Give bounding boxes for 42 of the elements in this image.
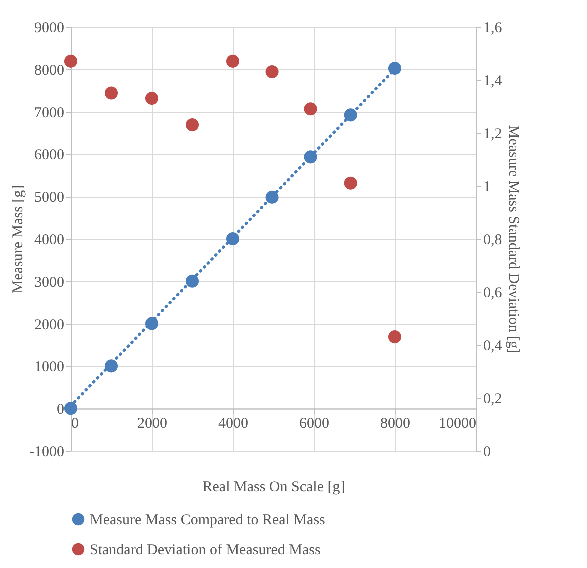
x-tick-label: 2000 bbox=[138, 416, 168, 432]
y-axis-title: Measure Mass [g] bbox=[10, 185, 27, 294]
point bbox=[64, 402, 78, 416]
legend-label: Measure Mass Compared to Real Mass bbox=[90, 512, 326, 528]
y2-tick-label: 0,8 bbox=[484, 232, 502, 248]
y2-tick-label: 0 bbox=[484, 444, 491, 460]
y-tick-label: 7000 bbox=[34, 105, 64, 122]
y-tick-label: 6000 bbox=[34, 148, 64, 164]
point bbox=[64, 54, 78, 68]
point bbox=[304, 102, 318, 116]
legend-label: Standard Deviation of Measured Mass bbox=[90, 542, 321, 558]
x-tick-label: 4000 bbox=[218, 416, 248, 432]
point bbox=[344, 176, 358, 190]
x-tick-label: 8000 bbox=[380, 416, 410, 432]
point bbox=[388, 62, 402, 76]
y2-tick-label: 1 bbox=[484, 180, 491, 196]
point bbox=[226, 54, 240, 68]
y2-tick-label: 1,2 bbox=[484, 126, 502, 142]
y-tick-label: 8000 bbox=[34, 62, 64, 79]
point bbox=[266, 66, 279, 79]
y-tick-label: -1000 bbox=[30, 444, 64, 460]
x-tick-label: 6000 bbox=[300, 416, 330, 432]
y2-tick-label: 1,6 bbox=[484, 20, 503, 36]
y-tick-label: 0 bbox=[57, 402, 64, 418]
y2-tick-label: 0,4 bbox=[484, 338, 503, 354]
point bbox=[388, 330, 402, 344]
y-tick-label: 1000 bbox=[34, 360, 64, 376]
y-tick-label: 4000 bbox=[34, 232, 64, 248]
point bbox=[104, 86, 118, 100]
x-axis-title: Real Mass On Scale [g] bbox=[202, 480, 346, 496]
y-tick-label: 9000 bbox=[34, 20, 64, 36]
y2-axis-title: Measure Mass Standard Deviation [g] bbox=[505, 125, 522, 354]
point bbox=[145, 92, 159, 106]
x-tick-label: 10000 bbox=[439, 416, 476, 432]
point bbox=[186, 118, 200, 132]
y-tick-label: 5000 bbox=[34, 190, 64, 206]
y2-tick-label: 0,6 bbox=[484, 286, 503, 302]
y2-tick-label: 1,4 bbox=[484, 74, 503, 90]
y-tick-label: 3000 bbox=[34, 274, 64, 291]
y2-tick-label: 0,2 bbox=[484, 392, 502, 408]
x-tick-label: 0 bbox=[72, 416, 79, 432]
y-tick-label: 2000 bbox=[34, 317, 64, 334]
